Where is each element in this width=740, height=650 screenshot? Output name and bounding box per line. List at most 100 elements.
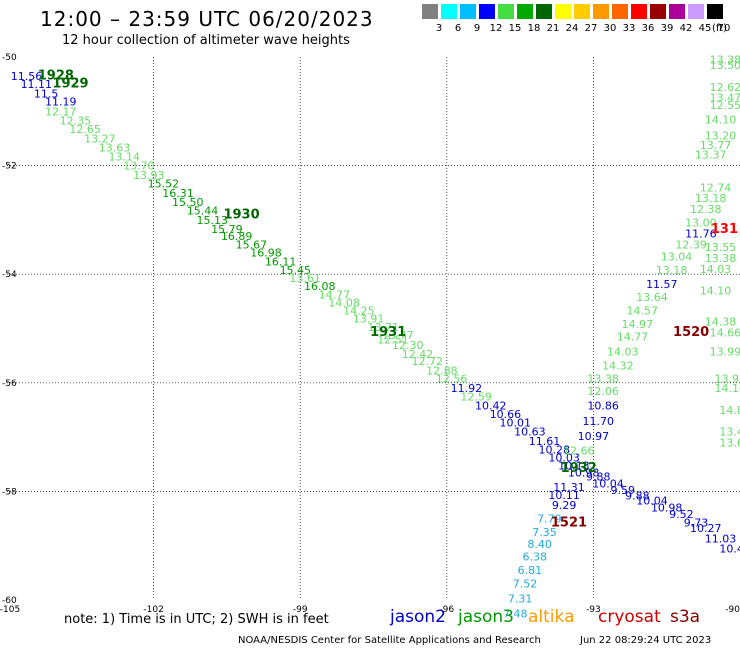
wave-height-label: 12.51: [377, 333, 409, 346]
wave-height-label: 12.66: [563, 445, 595, 458]
wave-height-label: 14.77: [617, 331, 649, 344]
wave-height-label: 13.69: [719, 437, 740, 450]
wave-height-label: 13.47: [710, 92, 740, 105]
wave-height-label: 13.55: [705, 241, 737, 254]
wave-height-label: 13.93: [133, 169, 165, 182]
wave-height-label: 13.63: [99, 142, 131, 155]
footer-timestamp: Jun 22 08:29:24 UTC 2023: [580, 635, 712, 646]
color-scale-label: 18: [527, 23, 541, 34]
wave-height-label: 10.98: [568, 466, 600, 479]
wave-height-label: 10.45: [719, 542, 740, 555]
lat-tick-label: -60: [2, 596, 17, 606]
map-title: 12:00 – 23:59 UTC 06/20/2023: [40, 7, 374, 31]
wave-height-label: 10.04: [636, 495, 668, 508]
wave-height-label: 14.10: [700, 284, 732, 297]
wave-height-label: 16.89: [221, 230, 253, 243]
wave-height-label: 13.18: [656, 264, 688, 277]
wave-height-label: 16.11: [265, 256, 297, 269]
wave-height-label: 10.63: [514, 426, 546, 439]
wave-height-label: 16.31: [162, 187, 194, 200]
wave-height-label: 10.04: [592, 477, 624, 490]
color-scale-label: 39: [660, 23, 674, 34]
color-swatch: [612, 4, 628, 19]
wave-height-label: 7.48: [503, 608, 528, 621]
wave-height-label: 12.30: [392, 339, 424, 352]
wave-height-label: 14.57: [627, 305, 659, 318]
color-scale-label: 6: [454, 23, 462, 34]
orbit-pass-number: 1931: [370, 325, 406, 340]
wave-height-label: 13.77: [700, 139, 732, 152]
wave-height-label: 10.97: [578, 430, 610, 443]
wave-height-label: 12.17: [45, 105, 77, 118]
satellite-name-cryosat: cryosat: [598, 607, 661, 627]
wave-height-label: 15.67: [236, 238, 268, 251]
lon-tick-label: -93: [586, 605, 601, 615]
wave-height-label: 13.50: [710, 59, 740, 72]
color-swatch: [688, 4, 704, 19]
color-swatch: [422, 4, 438, 19]
wave-height-observations: 11.5611.1111.511.1912.1712.3512.6513.271…: [11, 54, 740, 621]
wave-height-label: 12.38: [690, 203, 722, 216]
wave-height-label: 10.86: [587, 400, 619, 413]
lat-tick-label: -56: [2, 379, 17, 389]
wave-height-label: 9.88: [586, 471, 611, 484]
wave-height-label: 16.08: [304, 280, 336, 293]
orbit-pass-number: 1520: [673, 325, 709, 340]
wave-height-label: 10.28: [539, 444, 571, 457]
wave-height-label: 13.61: [289, 272, 321, 285]
wave-height-label: 13.18: [695, 192, 727, 205]
lat-lon-grid: [7, 57, 740, 600]
wave-height-label: 14.03: [607, 345, 639, 358]
wave-height-label: 9.59: [610, 484, 635, 497]
color-scale-label: 27: [584, 23, 598, 34]
wave-height-label: 14.66: [710, 326, 740, 339]
wave-height-label: 13.27: [84, 132, 116, 145]
wave-height-label: 13.00: [685, 217, 717, 230]
wave-height-label: 14.77: [319, 288, 351, 301]
color-scale-label: 45: [698, 23, 712, 34]
wave-height-label: 10.11: [548, 489, 580, 502]
color-swatch: [536, 4, 552, 19]
lon-tick-label: -99: [293, 605, 308, 615]
wave-height-label: 12.74: [700, 181, 732, 194]
wave-height-label: 13.20: [705, 130, 737, 143]
wave-height-label: 11.11: [21, 78, 53, 91]
wave-height-label: 13.14: [109, 150, 141, 163]
wave-height-label: 13.71: [368, 321, 400, 334]
footer-note: note: 1) Time is in UTC; 2) SWH is in fe…: [64, 612, 329, 627]
color-swatch: [574, 4, 590, 19]
wave-height-label: 12.35: [60, 115, 92, 128]
wave-height-label: 14.32: [602, 359, 634, 372]
color-swatch: [650, 4, 666, 19]
color-swatch: [555, 4, 571, 19]
wave-height-label: 12.55: [710, 99, 740, 112]
wave-height-label: 14.03: [700, 263, 732, 276]
wave-height-label: 16.98: [250, 246, 282, 259]
wave-height-label: 15.13: [196, 214, 228, 227]
wave-height-label: 6.38: [523, 551, 548, 564]
wave-height-label: 11.70: [583, 415, 615, 428]
scale-unit-label: (ft): [712, 23, 728, 34]
wave-height-label: 10.01: [499, 416, 531, 429]
wave-height-label: 14.25: [343, 305, 375, 318]
wave-height-label: 8.40: [527, 538, 552, 551]
wave-height-label: 12.62: [710, 81, 740, 94]
wave-height-label: 13.91: [714, 372, 740, 385]
satellite-name-altika: altika: [528, 607, 575, 627]
wave-height-label: 10.42: [475, 400, 507, 413]
wave-height-label: 7.31: [508, 592, 533, 605]
wave-height-label: 14.38: [705, 315, 737, 328]
satellite-name-s3a: s3a: [670, 607, 701, 627]
color-swatch: [707, 4, 723, 19]
wave-height-label: 15.52: [148, 178, 180, 191]
wave-height-label: 12.59: [460, 390, 492, 403]
wave-height-label: 13.38: [710, 54, 740, 67]
orbit-pass-number: 1932: [561, 461, 597, 476]
orbit-pass-number: 1928: [38, 68, 74, 83]
lat-tick-label: -50: [2, 53, 17, 63]
wave-height-label: 7.35: [532, 526, 557, 539]
color-scale-label: 42: [679, 23, 693, 34]
lon-tick-label: -90: [725, 605, 740, 615]
axis-tick-labels: -105 -102 -99 -96 -93 -90 -50 -52 -54 -56 -58 -60: [0, 53, 740, 615]
